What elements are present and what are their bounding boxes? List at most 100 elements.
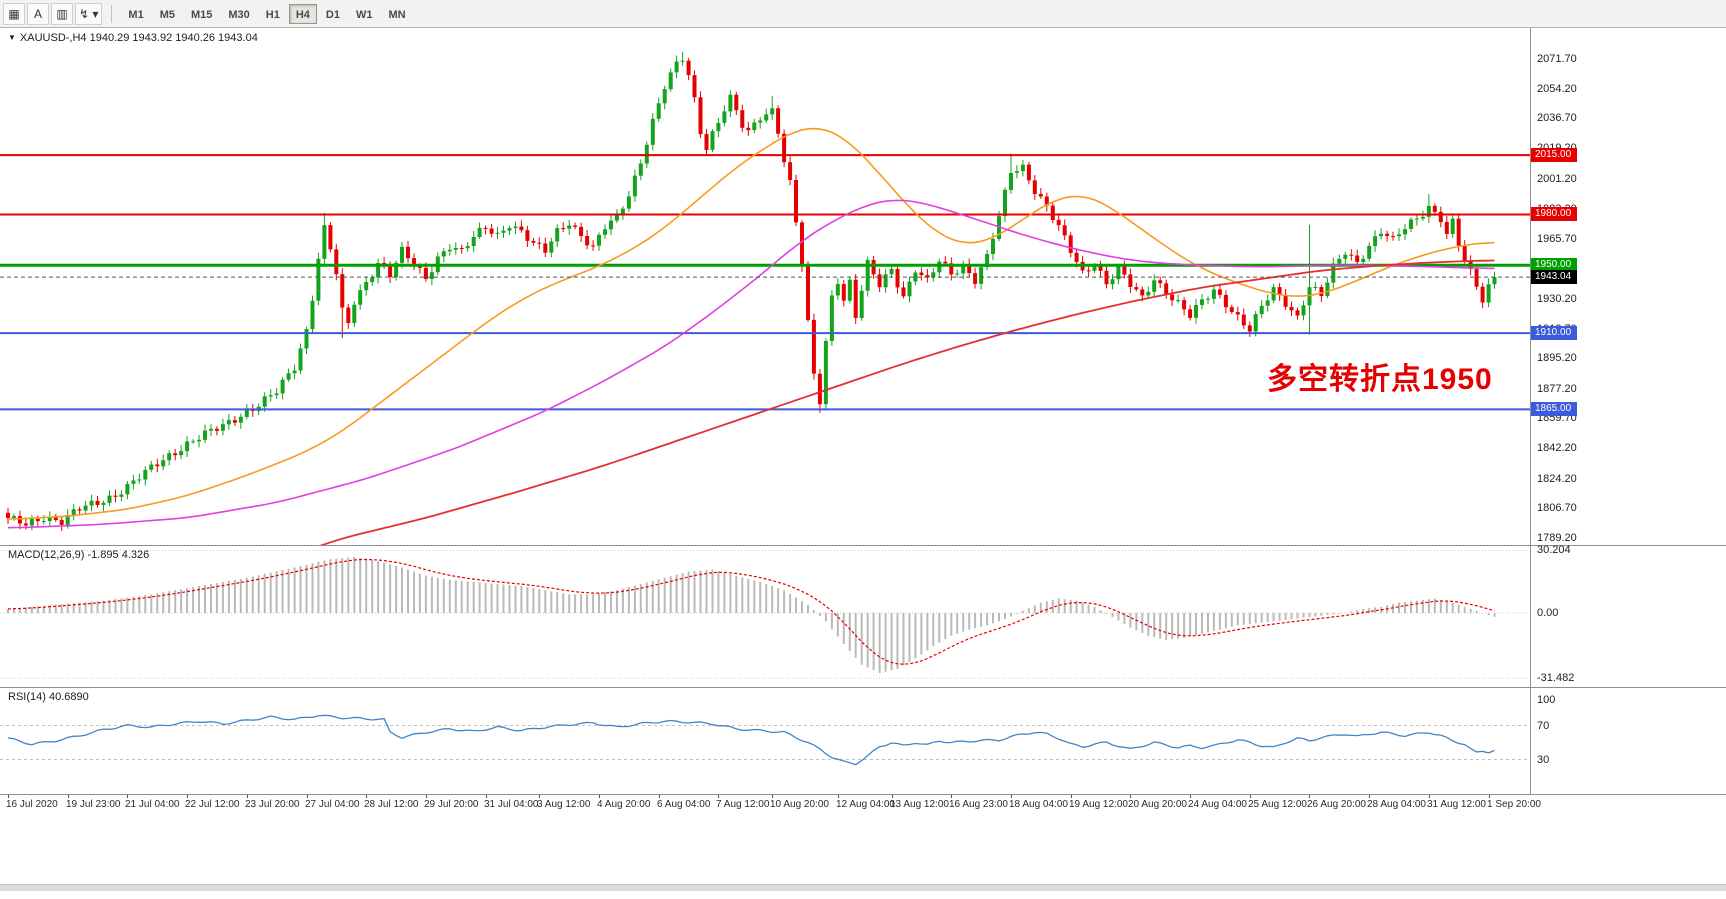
time-axis-tick [892,795,893,798]
time-axis-tick [718,795,719,798]
time-axis-label: 21 Jul 04:00 [125,799,180,810]
time-axis-label: 16 Jul 2020 [6,799,58,810]
annotate-text-icon[interactable]: A [27,2,49,25]
time-axis-tick [772,795,773,798]
price-level-badge: 1865.00 [1531,402,1577,417]
time-axis-label: 13 Aug 12:00 [890,799,949,810]
timeframe-button-m5[interactable]: M5 [159,8,175,21]
rsi-indicator-label: RSI(14) 40.6890 [8,691,89,703]
time-axis-label: 1 Sep 20:00 [1487,799,1541,810]
time-axis-tick [539,795,540,798]
time-axis-tick [8,795,9,798]
rsi-panel-divider[interactable] [0,687,1726,688]
price-axis-label: 2036.70 [1537,112,1577,125]
time-axis-tick [307,795,308,798]
macd-indicator-label: MACD(12,26,9) -1.895 4.326 [8,549,150,561]
time-axis-label: 12 Aug 04:00 [836,799,895,810]
time-axis-tick [1429,795,1430,798]
toolbar: ▦ A ▥ ↯ ▾ M1 M5 M15 M30 H1 H4 D1 W1 MN [0,0,1726,28]
time-axis-label: 16 Aug 23:00 [949,799,1008,810]
time-axis-tick [838,795,839,798]
time-axis-divider [0,794,1726,795]
price-axis-label: 1895.20 [1537,352,1577,365]
price-axis-label: 1806.70 [1537,502,1577,515]
price-axis-label: 1824.20 [1537,472,1577,485]
symbols-grid-icon[interactable]: ▦ [3,2,25,25]
price-level-badge: 2015.00 [1531,148,1577,163]
chart-ohlc-text: XAUUSD-,H4 1940.29 1943.92 1940.26 1943.… [19,32,258,44]
time-axis-tick [426,795,427,798]
time-axis-tick [599,795,600,798]
time-axis-label: 19 Aug 12:00 [1069,799,1128,810]
main-chart-canvas[interactable] [0,28,1530,545]
time-axis-tick [68,795,69,798]
price-axis-label: 1789.20 [1537,531,1577,544]
indicators-dropdown-icon[interactable]: ↯ ▾ [75,2,103,25]
rsi-panel-canvas[interactable] [0,687,1530,794]
time-axis-label: 25 Aug 12:00 [1248,799,1307,810]
time-axis-label: 18 Aug 04:00 [1009,799,1068,810]
time-axis-label: 31 Jul 04:00 [484,799,539,810]
price-axis-label: 1877.20 [1537,382,1577,395]
macd-axis-label: 0.00 [1537,607,1559,619]
time-axis-label: 19 Jul 23:00 [66,799,121,810]
price-axis-label: 1930.20 [1537,292,1577,305]
timeframe-button-mn[interactable]: MN [388,8,406,21]
price-axis-label: 1842.20 [1537,442,1577,455]
timeframe-button-m15[interactable]: M15 [190,8,213,21]
price-axis-label: 2054.20 [1537,82,1577,95]
chart-text-annotation[interactable]: 多空转折点1950 [1267,363,1493,396]
timeframe-button-h1[interactable]: H1 [265,8,280,21]
timeframe-button-d1[interactable]: D1 [325,8,340,21]
rsi-axis-label: 100 [1537,694,1556,706]
time-axis-tick [1369,795,1370,798]
rsi-axis-label: 70 [1537,719,1550,732]
timeframe-button-h4[interactable]: H4 [288,3,317,24]
price-axis-divider [1530,28,1531,794]
time-axis-tick [1489,795,1490,798]
time-axis-label: 7 Aug 12:00 [716,799,770,810]
time-axis-tick [1309,795,1310,798]
price-axis-label: 2001.20 [1537,172,1577,185]
symbol-dropdown-icon[interactable]: ▼ [8,33,16,42]
price-level-badge: 1980.00 [1531,207,1577,222]
time-axis-tick [1130,795,1131,798]
chart-window-icon[interactable]: ▥ [51,2,73,25]
time-axis-label: 4 Aug 20:00 [597,799,651,810]
time-axis-label: 28 Jul 12:00 [364,799,419,810]
rsi-axis-label: 30 [1537,753,1550,766]
time-axis-label: 29 Jul 20:00 [424,799,479,810]
chart-horizontal-scrollbar[interactable] [0,884,1726,891]
macd-panel-divider[interactable] [0,545,1726,546]
macd-axis-label: 30.204 [1537,544,1571,557]
timeframe-button-m1[interactable]: M1 [128,8,144,21]
time-axis-tick [366,795,367,798]
time-axis-tick [659,795,660,798]
timeframe-button-w1[interactable]: W1 [355,8,373,21]
chart-ohlc-header: ▼ XAUUSD-,H4 1940.29 1943.92 1940.26 1943… [8,32,258,44]
price-axis-label: 1965.70 [1537,232,1577,245]
time-axis-label: 3 Aug 12:00 [537,799,591,810]
time-axis-label: 26 Aug 20:00 [1307,799,1366,810]
toolbar-separator [111,4,113,23]
price-level-badge: 1950.00 [1531,258,1577,273]
time-axis-label: 31 Aug 12:00 [1427,799,1486,810]
time-axis-tick [1071,795,1072,798]
time-axis-tick [1250,795,1251,798]
time-axis-label: 22 Jul 12:00 [185,799,240,810]
time-axis-label: 28 Aug 04:00 [1367,799,1426,810]
time-axis-tick [1011,795,1012,798]
time-axis-label: 23 Jul 20:00 [245,799,300,810]
time-axis-tick [486,795,487,798]
price-level-badge: 1910.00 [1531,326,1577,341]
time-axis-tick [127,795,128,798]
time-axis-tick [187,795,188,798]
macd-panel-canvas[interactable] [0,545,1530,687]
time-axis-label: 20 Aug 20:00 [1128,799,1187,810]
time-axis-label: 10 Aug 20:00 [770,799,829,810]
time-axis-tick [1190,795,1191,798]
current-price-badge: 1943.04 [1531,270,1577,285]
time-axis-label: 6 Aug 04:00 [657,799,711,810]
timeframe-button-m30[interactable]: M30 [228,8,250,21]
